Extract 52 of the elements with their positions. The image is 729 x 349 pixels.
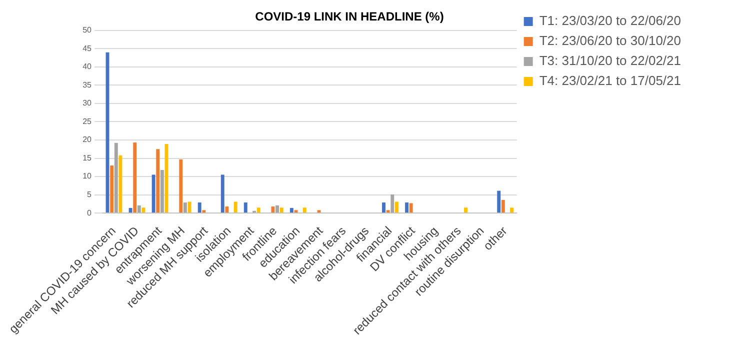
- bar: [276, 205, 280, 213]
- bar: [317, 210, 321, 213]
- bar: [234, 202, 238, 213]
- bar: [501, 200, 505, 213]
- bar: [382, 202, 386, 213]
- bar: [133, 142, 137, 213]
- y-tick-label: 5: [87, 190, 92, 199]
- bar: [225, 206, 229, 213]
- bar: [510, 208, 514, 213]
- y-tick-label: 20: [82, 135, 92, 144]
- bar: [160, 170, 164, 213]
- bar: [202, 210, 206, 213]
- bar: [128, 208, 132, 213]
- bar: [244, 202, 248, 213]
- chart-title: COVID-19 LINK IN HEADLINE (%): [255, 10, 444, 24]
- bar: [386, 210, 390, 213]
- bar: [256, 208, 260, 213]
- bar: [152, 174, 156, 213]
- bar: [409, 203, 413, 213]
- bar: [271, 206, 275, 213]
- y-tick-label: 30: [82, 98, 92, 108]
- bar: [302, 208, 306, 213]
- y-tick-label: 10: [82, 172, 92, 181]
- bar: [390, 194, 394, 213]
- bar: [280, 208, 284, 213]
- legend-label: T3: 31/10/20 to 22/02/21: [539, 53, 682, 68]
- bar: [290, 208, 294, 213]
- bar: [220, 174, 224, 213]
- bar: [142, 208, 146, 213]
- bar: [179, 159, 183, 213]
- bar: [405, 202, 408, 213]
- bar: [156, 149, 160, 213]
- bar: [118, 155, 122, 213]
- legend-label: T1: 23/03/20 to 22/06/20: [539, 13, 682, 28]
- legend-label: T4: 23/02/21 to 17/05/21: [539, 73, 682, 88]
- bar: [198, 202, 202, 213]
- bar: [114, 142, 118, 213]
- y-tick-label: 25: [82, 116, 92, 126]
- bar: [464, 208, 468, 213]
- bar: [394, 202, 398, 213]
- y-tick-label: 50: [82, 26, 92, 35]
- legend-label: T2: 23/06/20 to 30/10/20: [539, 33, 682, 48]
- y-tick-label: 15: [82, 153, 92, 162]
- bar: [497, 190, 501, 213]
- bar: [137, 205, 141, 213]
- bar: [294, 210, 298, 213]
- y-tick-label: 0: [87, 208, 92, 218]
- bar: [110, 166, 114, 213]
- y-tick-label: 45: [82, 44, 92, 53]
- y-tick-label: 40: [82, 62, 92, 72]
- bar: [183, 202, 187, 213]
- y-tick-label: 35: [82, 80, 92, 90]
